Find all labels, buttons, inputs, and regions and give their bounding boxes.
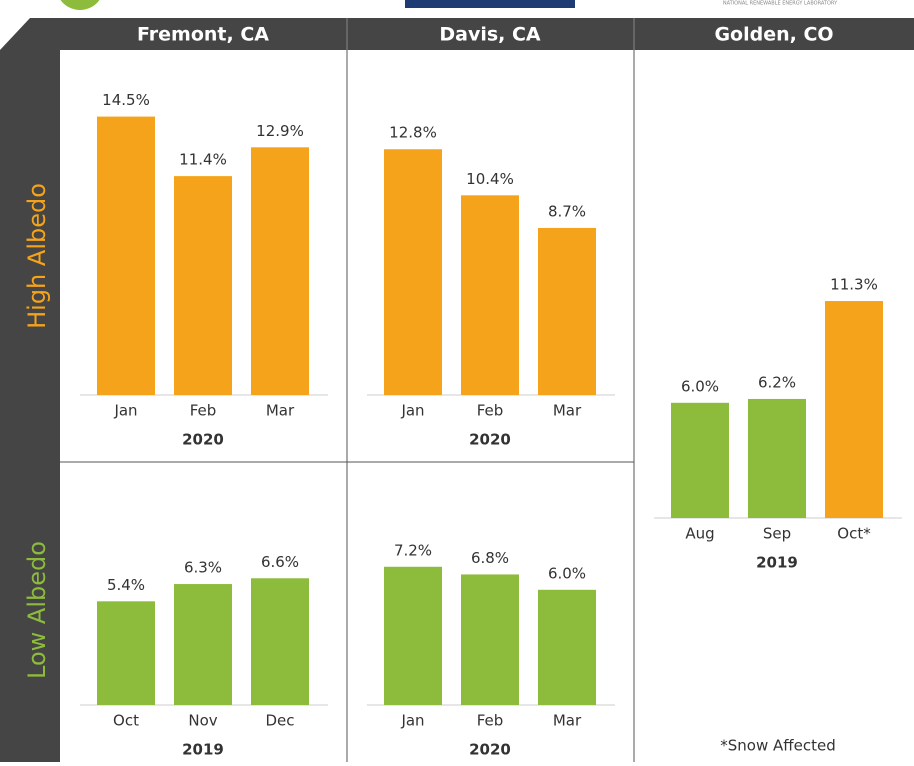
footnote: *Snow Affected bbox=[720, 737, 835, 755]
x-axis-label: 2019 bbox=[182, 741, 224, 759]
data-label: 11.3% bbox=[830, 276, 878, 294]
column-header: Davis, CA bbox=[439, 24, 541, 46]
data-label: 11.4% bbox=[179, 151, 227, 169]
bar bbox=[384, 149, 442, 395]
x-tick-label: Jan bbox=[113, 402, 137, 420]
data-label: 5.4% bbox=[107, 576, 145, 594]
x-tick-label: Oct* bbox=[837, 525, 871, 543]
data-label: 6.2% bbox=[758, 373, 796, 391]
row-header: Low Albedo bbox=[23, 541, 51, 679]
grid-borders bbox=[60, 50, 635, 762]
x-tick-label: Mar bbox=[553, 402, 582, 420]
x-tick-label: Feb bbox=[190, 402, 217, 420]
x-tick-label: Nov bbox=[188, 712, 217, 730]
bar bbox=[538, 227, 596, 395]
x-axis-label: 2020 bbox=[469, 431, 511, 449]
x-tick-label: Mar bbox=[266, 402, 295, 420]
row-header-band bbox=[0, 18, 60, 762]
x-tick-label: Aug bbox=[685, 525, 714, 543]
x-tick-label: Feb bbox=[477, 712, 504, 730]
bar bbox=[97, 601, 155, 705]
column-header-band bbox=[60, 18, 914, 50]
x-tick-label: Jan bbox=[400, 402, 424, 420]
data-label: 6.6% bbox=[261, 553, 299, 571]
x-tick-label: Jan bbox=[400, 712, 424, 730]
x-tick-label: Mar bbox=[553, 712, 582, 730]
row-header: High Albedo bbox=[23, 183, 51, 329]
bar bbox=[825, 301, 883, 518]
bar bbox=[671, 402, 729, 518]
bar bbox=[748, 398, 806, 518]
column-header: Golden, CO bbox=[714, 24, 833, 46]
bar bbox=[461, 195, 519, 395]
data-label: 6.8% bbox=[471, 549, 509, 567]
bar bbox=[174, 176, 232, 395]
x-tick-label: Oct bbox=[113, 712, 139, 730]
bar bbox=[251, 147, 309, 395]
x-tick-label: Feb bbox=[477, 402, 504, 420]
data-label: 6.0% bbox=[548, 564, 586, 582]
bar bbox=[174, 584, 232, 705]
x-axis-label: 2020 bbox=[469, 741, 511, 759]
bar bbox=[384, 566, 442, 705]
data-label: 6.3% bbox=[184, 559, 222, 577]
bar bbox=[97, 116, 155, 395]
data-label: 10.4% bbox=[466, 170, 514, 188]
bar bbox=[461, 574, 519, 705]
x-tick-label: Dec bbox=[265, 712, 294, 730]
logo bbox=[60, 0, 100, 10]
data-label: 14.5% bbox=[102, 91, 150, 109]
data-label: 7.2% bbox=[394, 541, 432, 559]
x-tick-label: Sep bbox=[763, 525, 791, 543]
data-label: 12.9% bbox=[256, 122, 304, 140]
bar bbox=[538, 589, 596, 705]
bar bbox=[251, 578, 309, 705]
column-header: Fremont, CA bbox=[137, 24, 269, 46]
data-label: 6.0% bbox=[681, 377, 719, 395]
data-label: 8.7% bbox=[548, 202, 586, 220]
data-label: 12.8% bbox=[389, 124, 437, 142]
logo bbox=[405, 0, 575, 8]
logo-text: NATIONAL RENEWABLE ENERGY LABORATORY bbox=[723, 1, 838, 7]
x-axis-label: 2019 bbox=[756, 554, 798, 572]
x-axis-label: 2020 bbox=[182, 431, 224, 449]
